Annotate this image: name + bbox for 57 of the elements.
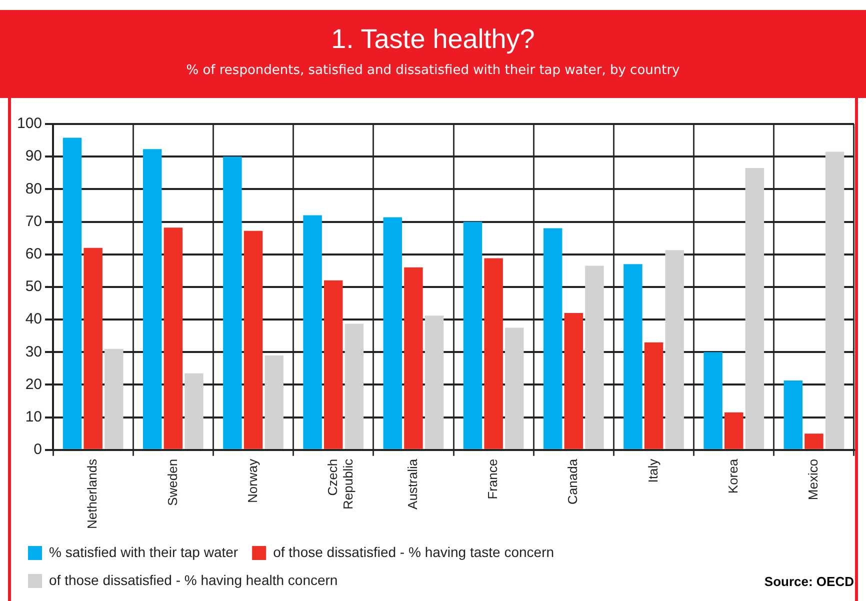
bar xyxy=(344,324,364,449)
x-tick-label: Netherlands xyxy=(84,458,100,530)
bar xyxy=(383,217,402,449)
y-tick-label: 60 xyxy=(25,246,42,262)
bar xyxy=(463,222,482,449)
bar xyxy=(804,434,824,449)
bar xyxy=(404,267,423,449)
bar xyxy=(644,342,664,449)
y-tick-label: 100 xyxy=(16,115,42,132)
bar xyxy=(484,258,503,449)
x-tick-label: Norway xyxy=(244,458,260,503)
bar xyxy=(564,313,584,449)
y-tick-label: 10 xyxy=(25,408,42,426)
y-tick-label: 70 xyxy=(25,212,42,230)
x-tick-label: Australia xyxy=(405,458,420,510)
bar xyxy=(665,250,684,449)
bar xyxy=(724,412,744,449)
bar xyxy=(84,248,102,449)
bar xyxy=(184,373,204,449)
bar xyxy=(745,168,764,449)
x-tick-label: Sweden xyxy=(164,458,180,506)
y-tick-label: 50 xyxy=(25,278,42,296)
x-tick-label: Canada xyxy=(565,458,580,504)
bar xyxy=(825,152,844,449)
x-tick-label: Czech Republic xyxy=(324,458,356,510)
legend-label: of those dissatisfied - % having taste concern xyxy=(273,544,554,560)
bar xyxy=(104,348,124,449)
bar xyxy=(543,228,562,449)
bar xyxy=(264,355,284,449)
bar xyxy=(424,316,444,449)
bar xyxy=(223,156,242,449)
bar xyxy=(585,266,604,449)
y-tick-label: 30 xyxy=(25,343,42,360)
bar xyxy=(62,138,82,449)
y-tick-label: 40 xyxy=(25,310,42,328)
y-tick-label: 0 xyxy=(34,441,42,458)
bar xyxy=(164,228,183,449)
y-tick-label: 90 xyxy=(25,148,42,165)
bar xyxy=(624,264,642,449)
chart-subtitle: % of respondents, satisfied and dissatisfied with their tap water, by country xyxy=(185,63,681,78)
bar xyxy=(784,380,802,449)
source-note: Source: OECD xyxy=(764,574,854,589)
bar xyxy=(142,149,162,449)
bar xyxy=(324,280,343,449)
bar xyxy=(244,230,263,449)
x-tick-label: Korea xyxy=(725,458,740,494)
bar xyxy=(303,215,322,449)
x-tick-label: Mexico xyxy=(806,458,821,500)
bar xyxy=(704,352,722,449)
legend-label: % satisfied with their tap water xyxy=(49,544,238,560)
x-tick-label: France xyxy=(485,458,500,500)
y-tick-label: 20 xyxy=(25,376,42,393)
y-tick-label: 80 xyxy=(25,180,42,198)
x-tick-label: Italy xyxy=(645,458,660,483)
chart-title: 1. Taste healthy? xyxy=(330,24,536,55)
bar xyxy=(505,328,524,449)
legend-label: of those dissatisfied - % having health concern xyxy=(49,572,338,588)
